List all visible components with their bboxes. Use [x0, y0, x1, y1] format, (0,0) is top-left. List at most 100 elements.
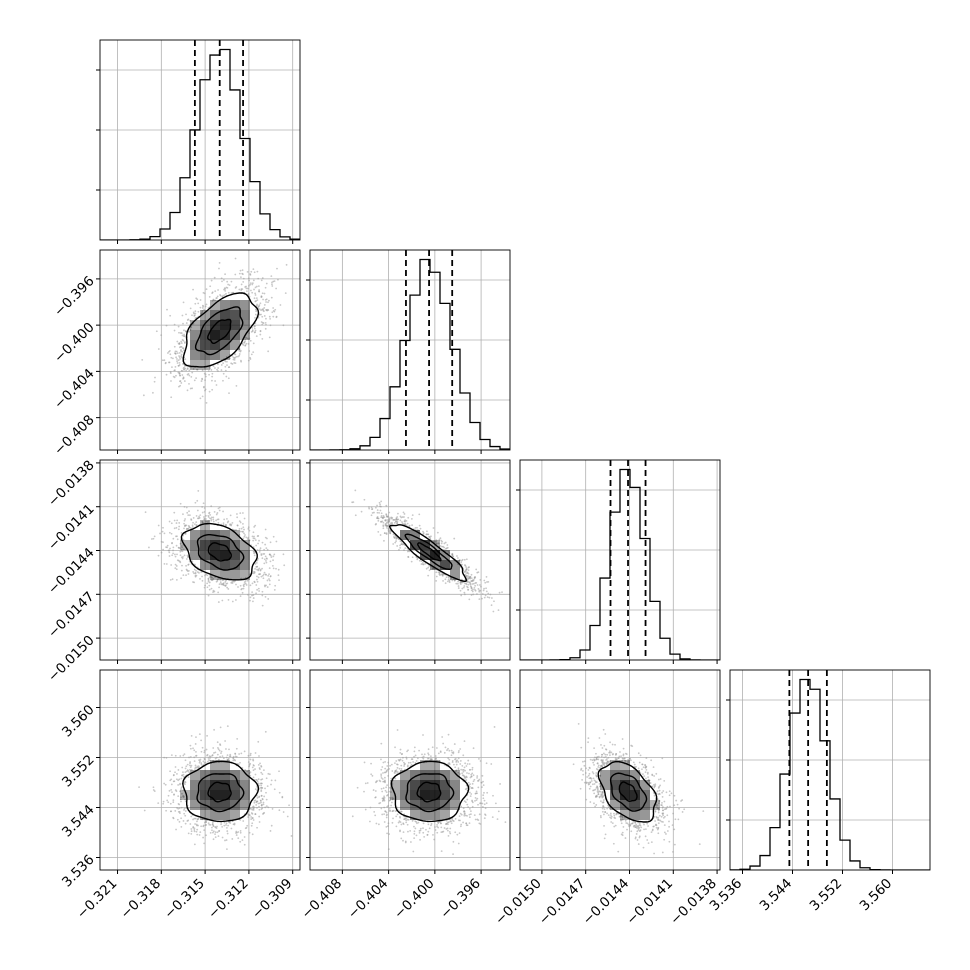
sample-point: [214, 277, 216, 279]
sample-point: [190, 828, 192, 830]
sample-point: [253, 551, 255, 553]
sample-point: [376, 780, 378, 782]
sample-point: [643, 824, 645, 826]
sample-point: [486, 591, 488, 593]
sample-point: [395, 521, 397, 523]
sample-point: [644, 764, 646, 766]
sample-point: [215, 836, 217, 838]
sample-point: [213, 590, 215, 592]
sample-point: [171, 754, 173, 756]
sample-point: [181, 357, 183, 359]
sample-point: [457, 557, 459, 559]
x-tick-label: 3.552: [807, 876, 846, 915]
sample-point: [182, 574, 184, 576]
sample-point: [247, 580, 249, 582]
sample-point: [632, 822, 634, 824]
density-cell: [230, 530, 240, 540]
sample-point: [250, 818, 252, 820]
sample-point: [182, 315, 184, 317]
sample-point: [458, 843, 460, 845]
sample-point: [240, 350, 242, 352]
sample-point: [613, 826, 615, 828]
sample-point: [206, 288, 208, 290]
sample-point: [223, 289, 225, 291]
sample-point: [484, 800, 486, 802]
sample-point: [188, 369, 190, 371]
sample-point: [663, 780, 665, 782]
sample-point: [671, 792, 673, 794]
sample-point: [247, 271, 249, 273]
sample-point: [470, 777, 472, 779]
sample-point: [442, 831, 444, 833]
sample-point: [263, 769, 265, 771]
sample-point: [220, 752, 222, 754]
sample-point: [182, 339, 184, 341]
sample-point: [411, 518, 413, 520]
sample-point: [600, 744, 602, 746]
sample-point: [440, 574, 442, 576]
sample-point: [474, 814, 476, 816]
sample-point: [175, 556, 177, 558]
sample-point: [261, 576, 263, 578]
sample-point: [194, 823, 196, 825]
sample-point: [377, 531, 379, 533]
sample-point: [179, 821, 181, 823]
sample-point: [181, 767, 183, 769]
density-cell: [210, 330, 220, 340]
sample-point: [242, 531, 244, 533]
sample-point: [218, 601, 220, 603]
sample-point: [176, 553, 178, 555]
sample-point: [480, 782, 482, 784]
sample-point: [600, 815, 602, 817]
sample-point: [486, 792, 488, 794]
sample-point: [650, 759, 652, 761]
sample-point: [208, 822, 210, 824]
sample-point: [435, 571, 437, 573]
sample-point: [170, 579, 172, 581]
sample-point: [402, 840, 404, 842]
sample-point: [585, 799, 587, 801]
sample-point: [668, 826, 670, 828]
sample-point: [183, 523, 185, 525]
sample-point: [661, 813, 663, 815]
sample-point: [385, 786, 387, 788]
sample-point: [456, 764, 458, 766]
sample-point: [249, 284, 251, 286]
sample-point: [645, 828, 647, 830]
sample-point: [441, 736, 443, 738]
sample-point: [166, 325, 168, 327]
sample-point: [382, 527, 384, 529]
sample-point: [595, 753, 597, 755]
sample-point: [233, 356, 235, 358]
sample-point: [199, 762, 201, 764]
sample-point: [269, 316, 271, 318]
sample-point: [475, 819, 477, 821]
sample-point: [260, 553, 262, 555]
sample-point: [173, 376, 175, 378]
sample-point: [189, 762, 191, 764]
sample-point: [192, 526, 194, 528]
sample-point: [470, 774, 472, 776]
sample-point: [178, 526, 180, 528]
sample-point: [178, 386, 180, 388]
x-tick-label: −0.400: [391, 876, 438, 923]
sample-point: [380, 500, 382, 502]
sample-point: [473, 780, 475, 782]
sample-point: [266, 298, 268, 300]
sample-point: [588, 769, 590, 771]
sample-point: [250, 753, 252, 755]
sample-point: [441, 543, 443, 545]
sample-point: [655, 810, 657, 812]
sample-point: [229, 822, 231, 824]
sample-point: [201, 506, 203, 508]
sample-point: [200, 307, 202, 309]
sample-point: [197, 311, 199, 313]
sample-point: [391, 802, 393, 804]
sample-point: [261, 787, 263, 789]
sample-point: [403, 765, 405, 767]
sample-point: [185, 823, 187, 825]
sample-point: [180, 801, 182, 803]
sample-point: [255, 592, 257, 594]
sample-point: [604, 754, 606, 756]
sample-point: [394, 772, 396, 774]
